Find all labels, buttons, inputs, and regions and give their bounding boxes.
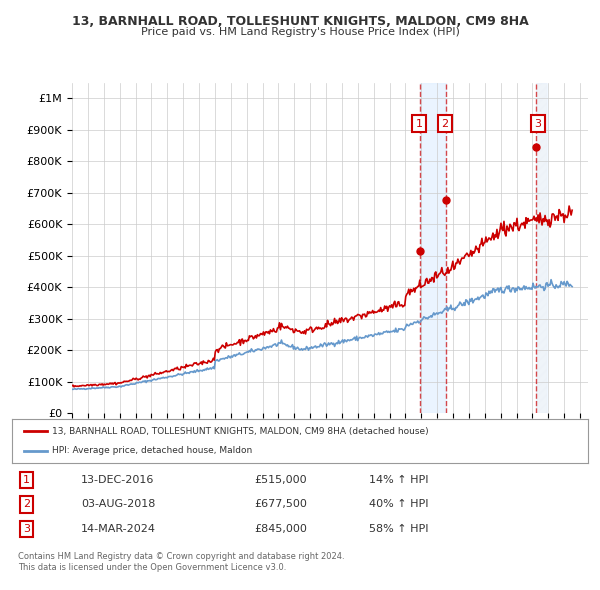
Text: Contains HM Land Registry data © Crown copyright and database right 2024.: Contains HM Land Registry data © Crown c…: [18, 552, 344, 560]
Text: 14% ↑ HPI: 14% ↑ HPI: [369, 475, 428, 485]
Bar: [421, 83, 446, 413]
Text: 1: 1: [23, 475, 30, 485]
Text: £515,000: £515,000: [254, 475, 307, 485]
Text: 3: 3: [23, 524, 30, 534]
Text: 1: 1: [415, 119, 422, 129]
Text: £677,500: £677,500: [254, 500, 307, 509]
Text: 40% ↑ HPI: 40% ↑ HPI: [369, 500, 428, 509]
Text: 58% ↑ HPI: 58% ↑ HPI: [369, 524, 428, 534]
Text: 3: 3: [535, 119, 541, 129]
Bar: [536, 83, 547, 413]
Text: 14-MAR-2024: 14-MAR-2024: [81, 524, 156, 534]
Text: 13, BARNHALL ROAD, TOLLESHUNT KNIGHTS, MALDON, CM9 8HA: 13, BARNHALL ROAD, TOLLESHUNT KNIGHTS, M…: [71, 15, 529, 28]
Text: 13, BARNHALL ROAD, TOLLESHUNT KNIGHTS, MALDON, CM9 8HA (detached house): 13, BARNHALL ROAD, TOLLESHUNT KNIGHTS, M…: [52, 427, 429, 436]
Text: 13-DEC-2016: 13-DEC-2016: [81, 475, 154, 485]
Text: This data is licensed under the Open Government Licence v3.0.: This data is licensed under the Open Gov…: [18, 563, 286, 572]
Text: Price paid vs. HM Land Registry's House Price Index (HPI): Price paid vs. HM Land Registry's House …: [140, 27, 460, 37]
Text: £845,000: £845,000: [254, 524, 307, 534]
Text: HPI: Average price, detached house, Maldon: HPI: Average price, detached house, Mald…: [52, 446, 253, 455]
Text: 2: 2: [441, 119, 448, 129]
Text: 03-AUG-2018: 03-AUG-2018: [81, 500, 155, 509]
Bar: [536, 83, 547, 413]
Text: 2: 2: [23, 500, 30, 509]
